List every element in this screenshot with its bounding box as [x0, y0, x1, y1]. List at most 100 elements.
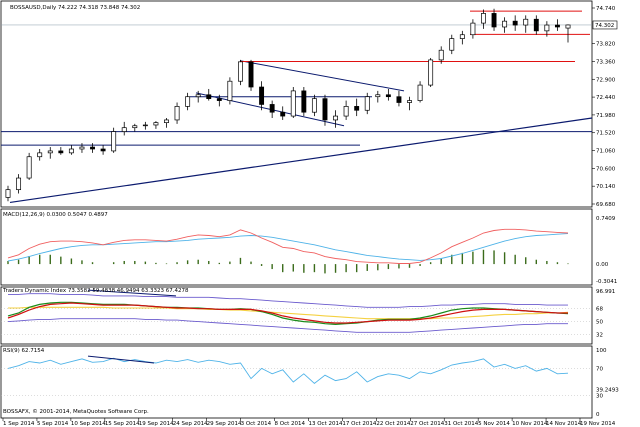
candle	[26, 152, 32, 180]
candle	[16, 174, 22, 194]
date-axis-label: 29 Sep 2014	[207, 421, 242, 427]
price-axis-label: 72.900	[596, 77, 616, 83]
macd-axis-label: -0.3041	[596, 279, 617, 285]
tdi-axis-label: 68	[596, 307, 603, 313]
tdi-market-base	[8, 306, 569, 320]
candle	[333, 110, 338, 128]
candle	[407, 96, 412, 111]
date-axis-label: 10 Nov 2014	[512, 421, 548, 427]
candle	[185, 92, 191, 111]
candle	[238, 59, 243, 86]
rsi-axis-label: 39.2493	[596, 387, 619, 393]
tdi-lower-band	[7, 318, 568, 333]
tdi-pane-frame	[0, 286, 593, 345]
date-axis-label: 14 Nov 2014	[546, 421, 582, 427]
date-axis-label: 15 Sep 2014	[105, 421, 140, 427]
candle	[322, 94, 328, 126]
current-price-label: 74.302	[595, 23, 614, 29]
rsi-axis-label: 70	[596, 366, 603, 372]
date-axis-label: 19 Sep 2014	[139, 421, 174, 427]
candle	[47, 147, 53, 159]
candles-group	[5, 8, 571, 202]
price-axis-label: 71.520	[596, 131, 616, 137]
candle	[153, 121, 159, 129]
tdi-axis-label: 50	[596, 320, 603, 326]
tdi-axis-label: 96.991	[596, 289, 615, 295]
price-axis-label: 70.600	[596, 166, 616, 172]
tdi-title: Traders Dynamic Index 73.3582 59.4838 46…	[2, 288, 189, 294]
date-axis-label: 27 Oct 2014	[410, 421, 445, 427]
candle	[364, 92, 370, 115]
channel-line	[239, 60, 405, 92]
date-axis-label: 3 Oct 2014	[241, 421, 272, 427]
candle	[259, 81, 265, 111]
tdi-divergence-line	[87, 289, 177, 297]
candle	[449, 34, 455, 55]
candle	[417, 81, 423, 103]
date-axis-label: 10 Sep 2014	[71, 421, 106, 427]
candle	[544, 21, 550, 37]
main-chart-title: BOSSAUSD,Daily 74.222 74.318 73.848 74.3…	[10, 5, 140, 11]
candle	[290, 87, 296, 119]
candle	[565, 24, 571, 43]
date-axis-label: 22 Oct 2014	[376, 421, 411, 427]
macd-main-line	[7, 228, 569, 264]
rsi-title: RSI(9) 62.7154	[3, 348, 45, 354]
tdi-upper-band	[8, 293, 568, 308]
candle	[248, 59, 254, 91]
candle	[79, 143, 85, 153]
main-pane-frame	[0, 0, 593, 208]
candle	[481, 9, 486, 29]
candle	[111, 127, 117, 153]
candle	[301, 87, 307, 117]
price-axis-label: 71.980	[596, 113, 616, 119]
candle	[438, 46, 444, 64]
candle	[385, 88, 391, 101]
rsi-axis-label: 30	[596, 394, 603, 400]
candle	[554, 19, 560, 31]
price-axis-label: 73.360	[596, 59, 616, 65]
trendline	[9, 117, 593, 204]
candle	[90, 143, 95, 153]
price-axis-label: 71.060	[596, 149, 616, 155]
candle	[164, 118, 169, 128]
date-axis-label: 24 Sep 2014	[173, 421, 208, 427]
rsi-pane-frame	[0, 345, 593, 419]
rsi-axis-label: 100	[596, 348, 607, 354]
date-axis-label: 5 Nov 2014	[478, 421, 510, 427]
candle	[470, 19, 476, 39]
tdi-rsi-price-line	[7, 301, 569, 326]
candle	[533, 15, 539, 35]
candle	[311, 94, 317, 117]
candle	[491, 8, 497, 31]
candle	[206, 88, 212, 101]
candle	[343, 100, 349, 120]
candle	[100, 145, 106, 155]
copyright-text: BOSSAFX, © 2001-2014, MetaQuotes Softwar…	[3, 408, 149, 415]
candle	[502, 17, 508, 33]
candle	[280, 106, 286, 120]
tdi-axis-label: 32	[596, 332, 603, 338]
rsi-line	[7, 357, 569, 384]
date-axis-label: 5 Sep 2014	[37, 421, 69, 427]
candle	[58, 147, 64, 155]
candle	[428, 57, 434, 88]
date-axis-label: 31 Oct 2014	[444, 421, 479, 427]
candle	[523, 15, 529, 33]
rsi-divergence-line	[87, 355, 155, 364]
date-axis-label: 1 Sep 2014	[3, 421, 35, 427]
candle	[195, 90, 201, 103]
price-axis-label: 70.140	[596, 184, 616, 190]
candle	[227, 77, 233, 105]
price-axis-label: 69.680	[596, 202, 616, 208]
date-axis-label: 19 Nov 2014	[580, 421, 616, 427]
candle	[142, 121, 148, 130]
date-axis-label: 8 Oct 2014	[275, 421, 306, 427]
price-axis-label: 72.440	[596, 95, 616, 101]
candle	[512, 15, 518, 31]
macd-pane-frame	[0, 208, 593, 286]
candle	[174, 102, 180, 124]
macd-axis-label: 0.00	[596, 262, 609, 268]
candle	[132, 123, 138, 132]
